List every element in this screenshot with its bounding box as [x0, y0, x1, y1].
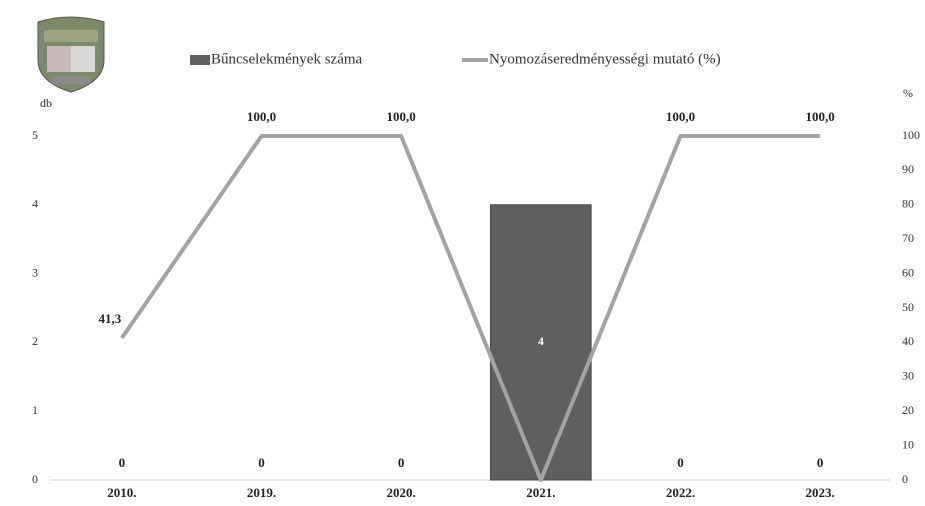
line-value-label: 100,0: [806, 109, 835, 124]
line-value-label: 100,0: [387, 109, 416, 124]
bar-value-label: 0: [398, 455, 405, 470]
legend-label: Bűncselekmények száma: [211, 51, 363, 67]
x-tick-label: 2023.: [806, 485, 835, 500]
line-value-label: 100,0: [247, 109, 276, 124]
y-tick-label: 0: [32, 472, 38, 486]
y2-tick-label: 20: [902, 403, 914, 417]
y2-tick-label: 40: [902, 334, 914, 348]
logo: [37, 16, 105, 93]
y2-tick-label: 90: [902, 162, 914, 176]
y-tick-label: 3: [32, 265, 38, 279]
x-tick-label: 2022.: [666, 485, 695, 500]
x-tick-label: 2021.: [526, 485, 555, 500]
y2-tick-label: 30: [902, 369, 914, 383]
bar-value-label: 0: [119, 455, 126, 470]
y-tick-label: 2: [32, 334, 38, 348]
y2-tick-label: 100: [902, 128, 920, 142]
y2-tick-label: 70: [902, 231, 914, 245]
y2-tick-label: 50: [902, 300, 914, 314]
y-tick-label: 5: [32, 128, 38, 142]
bar-value-label: 0: [258, 455, 265, 470]
y2-tick-label: 80: [902, 197, 914, 211]
y-axis-label: db: [40, 96, 52, 110]
line: [120, 134, 821, 482]
legend-label: Nyomozáseredményességi mutató (%): [489, 51, 721, 67]
bar-value-label: 0: [817, 455, 824, 470]
y-tick-label: 1: [32, 403, 38, 417]
y2-tick-label: 0: [902, 472, 908, 486]
legend-swatch: [190, 55, 210, 65]
y2-axis-label: %: [903, 86, 913, 100]
y-tick-label: 4: [32, 197, 38, 211]
y2-tick-label: 10: [902, 437, 914, 451]
bar-value-label: 4: [538, 334, 544, 348]
x-tick-label: 2019.: [247, 485, 276, 500]
y2-tick-label: 60: [902, 265, 914, 279]
x-tick-label: 2020.: [387, 485, 416, 500]
x-tick-label: 2010.: [107, 485, 136, 500]
line-value-label: 41,3: [98, 311, 121, 326]
line-value-label: 100,0: [666, 109, 695, 124]
bar-value-label: 0: [677, 455, 684, 470]
